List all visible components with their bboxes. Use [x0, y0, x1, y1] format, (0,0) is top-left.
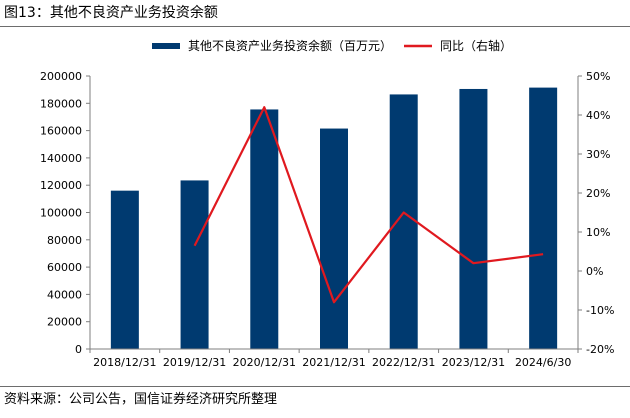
- y-tick-label: 160000: [40, 125, 82, 138]
- bar-line-chart: 其他不良资产业务投资余额（百万元） 同比（右轴） 0 20000 40000 6000…: [40, 38, 614, 369]
- bar: [250, 109, 279, 349]
- x-tick-label: 2022/12/31: [372, 356, 435, 369]
- y2-tick-label: 30%: [586, 148, 610, 161]
- bar: [389, 94, 418, 350]
- x-tick-label: 2020/12/31: [233, 356, 296, 369]
- bar: [320, 128, 348, 349]
- y2-tick-label: 50%: [586, 70, 610, 83]
- title-divider: [0, 26, 630, 27]
- source-note: 资料来源：公司公告，国信证券经济研究所整理: [4, 392, 278, 407]
- figure-title: 图13：其他不良资产业务投资余额: [4, 5, 218, 21]
- bar: [529, 87, 558, 349]
- y2-tick-label: 10%: [586, 226, 610, 239]
- y-tick-label: 0: [75, 343, 82, 356]
- x-tick-label: 2024/6/30: [515, 356, 571, 369]
- tick-labels: 0 20000 40000 60000 80000 100000 120000 140000 1…: [40, 70, 614, 369]
- y2-tick-label: 0%: [586, 265, 603, 278]
- line-series: [193, 106, 544, 304]
- x-tick-label: 2019/12/31: [163, 356, 226, 369]
- bar-series: [110, 87, 558, 350]
- x-tick-label: 2021/12/31: [302, 356, 365, 369]
- legend-label-line: 同比（右轴）: [440, 38, 512, 53]
- y-tick-label: 120000: [40, 179, 82, 192]
- y2-tick-label: 20%: [586, 187, 610, 200]
- y-tick-label: 40000: [47, 288, 82, 301]
- y-tick-label: 100000: [40, 207, 82, 220]
- y-tick-label: 20000: [47, 316, 82, 329]
- y-tick-label: 200000: [40, 70, 82, 83]
- chart-legend: 其他不良资产业务投资余额（百万元） 同比（右轴）: [152, 38, 512, 53]
- y-tick-label: 140000: [40, 152, 82, 165]
- legend-swatch-bar: [152, 43, 180, 49]
- y2-tick-label: 40%: [586, 109, 610, 122]
- y-tick-label: 80000: [47, 234, 82, 247]
- y2-tick-label: -20%: [586, 343, 614, 356]
- legend-label-bar: 其他不良资产业务投资余额（百万元）: [188, 38, 392, 53]
- y-tick-label: 180000: [40, 97, 82, 110]
- x-tick-label: 2023/12/31: [442, 356, 505, 369]
- y-tick-label: 60000: [47, 261, 82, 274]
- source-divider: [0, 386, 630, 387]
- chart-axes: [86, 75, 582, 353]
- yoy-line: [193, 106, 544, 304]
- bar: [459, 88, 488, 349]
- bar: [180, 180, 209, 349]
- y2-tick-label: -10%: [586, 304, 614, 317]
- bar: [110, 190, 139, 349]
- x-tick-label: 2018/12/31: [93, 356, 156, 369]
